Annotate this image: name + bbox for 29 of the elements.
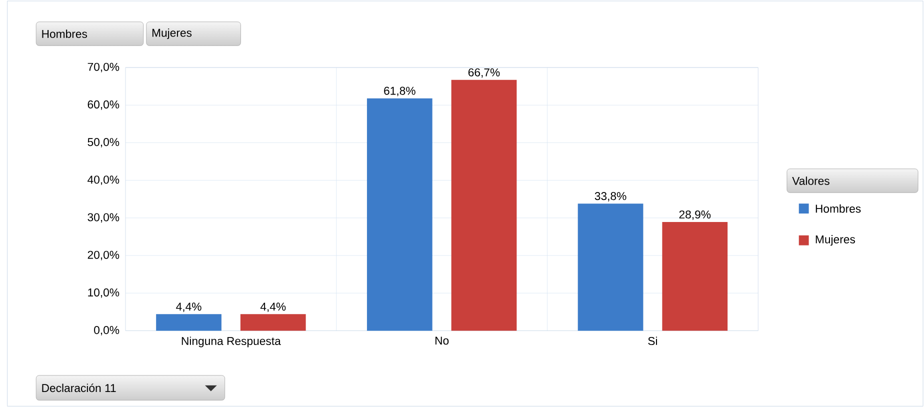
y-tick-label: 70,0% bbox=[88, 62, 120, 72]
bar bbox=[156, 314, 222, 331]
y-tick-label: 40,0% bbox=[88, 176, 120, 185]
y-tick-label: 30,0% bbox=[88, 213, 120, 223]
data-label: 28,9% bbox=[679, 210, 711, 220]
text: Hombres bbox=[42, 29, 88, 38]
bar bbox=[451, 80, 517, 331]
x-tick-label: Ninguna Respuesta bbox=[182, 336, 281, 348]
x-tick-label: No bbox=[435, 336, 449, 345]
data-label: 61,8% bbox=[384, 86, 416, 96]
y-tick-label: 0,0% bbox=[94, 326, 120, 336]
legend-title: Valores bbox=[792, 176, 830, 185]
legend-label: Mujeres bbox=[816, 234, 855, 246]
bar bbox=[240, 314, 306, 331]
bar bbox=[578, 204, 644, 331]
y-tick-label: 50,0% bbox=[88, 138, 120, 148]
y-tick-label: 20,0% bbox=[88, 250, 120, 260]
bar bbox=[662, 222, 728, 331]
x-tick-label: Si bbox=[648, 336, 657, 345]
data-label: 4,4% bbox=[176, 302, 202, 312]
data-label: 33,8% bbox=[594, 192, 626, 202]
legend-label: Hombres bbox=[816, 204, 861, 213]
bar bbox=[366, 98, 432, 331]
y-tick-label: 60,0% bbox=[88, 100, 120, 110]
text: Mujeres bbox=[152, 28, 192, 39]
text: Declaración 11 bbox=[42, 383, 116, 392]
y-tick-label: 10,0% bbox=[88, 288, 120, 298]
data-label: 4,4% bbox=[260, 302, 286, 312]
data-label: 66,7% bbox=[468, 68, 500, 78]
